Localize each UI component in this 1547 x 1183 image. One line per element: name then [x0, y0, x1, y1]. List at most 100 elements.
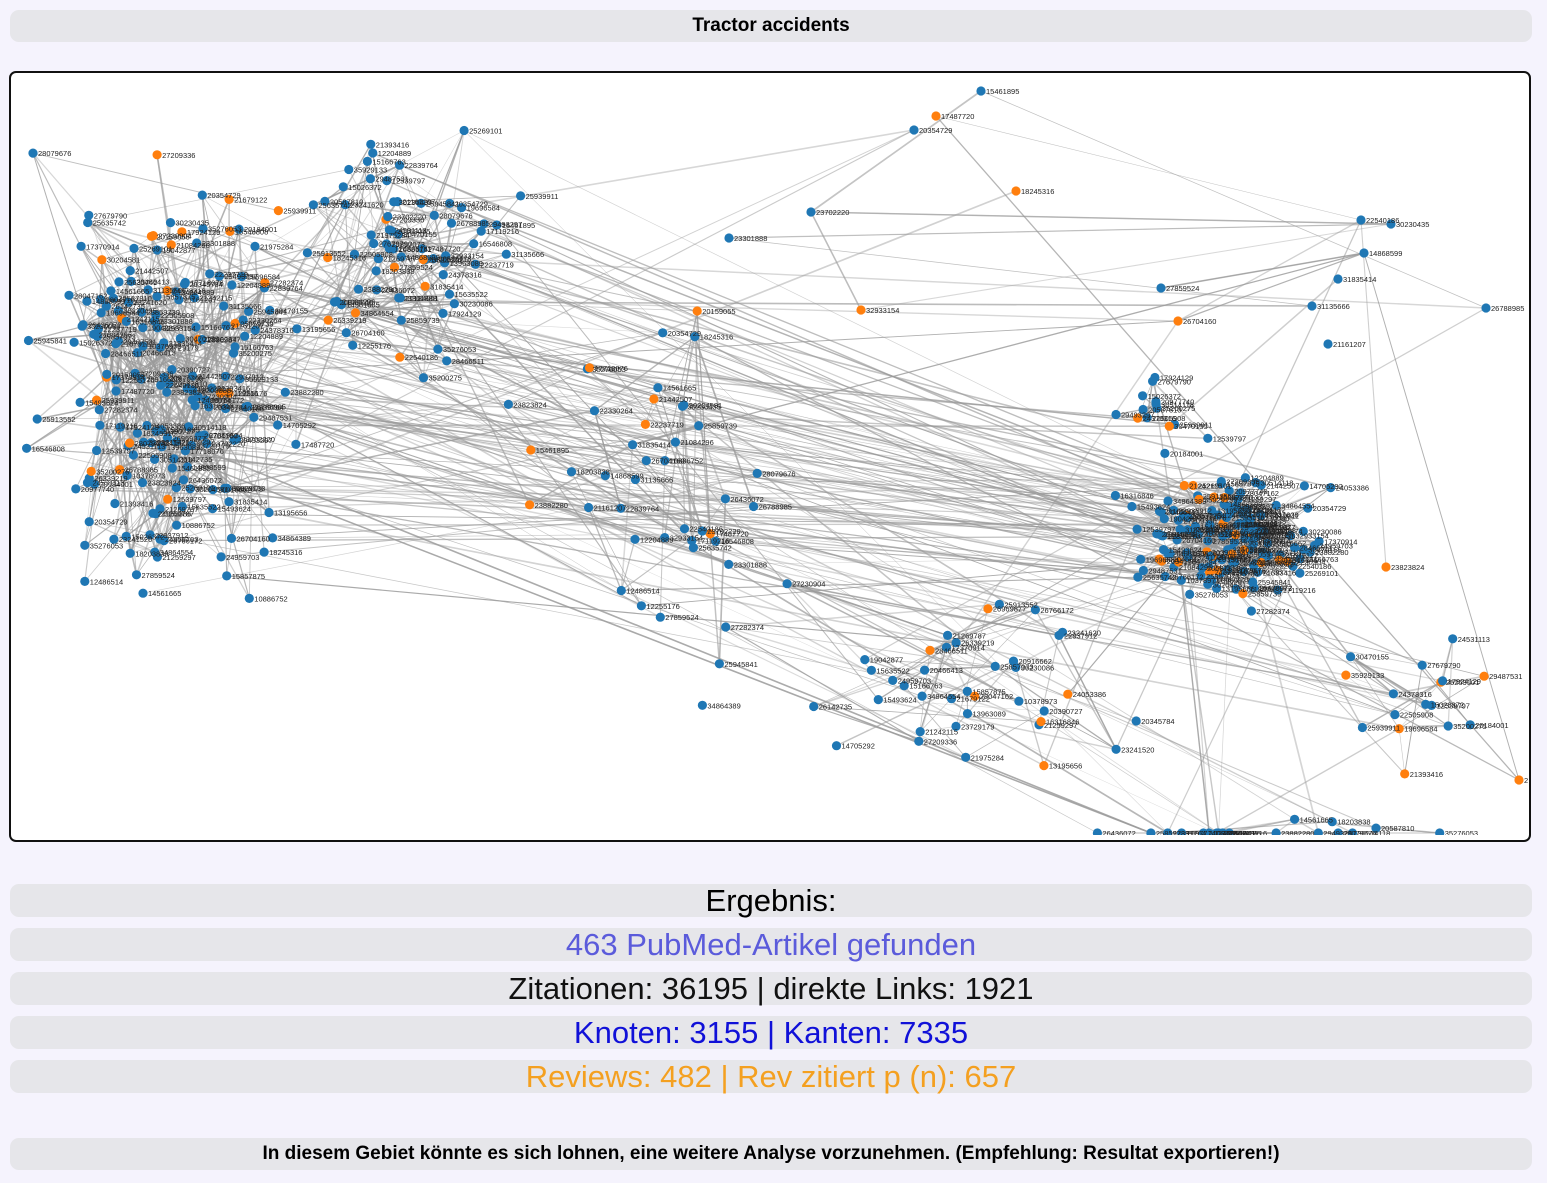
article-node[interactable]	[152, 323, 162, 333]
review-node[interactable]	[216, 388, 226, 398]
article-node[interactable]	[1435, 828, 1445, 835]
article-node[interactable]	[441, 251, 451, 261]
review-node[interactable]	[1173, 557, 1184, 567]
review-node[interactable]	[525, 500, 535, 510]
article-node[interactable]	[1111, 409, 1121, 420]
article-node[interactable]	[291, 439, 301, 449]
article-node[interactable]	[1271, 500, 1281, 510]
article-node[interactable]	[888, 675, 898, 686]
article-node[interactable]	[185, 484, 195, 494]
article-node[interactable]	[589, 406, 600, 416]
article-node[interactable]	[179, 475, 189, 485]
article-node[interactable]	[197, 334, 207, 345]
article-node[interactable]	[138, 588, 148, 598]
article-node[interactable]	[171, 436, 181, 447]
article-node[interactable]	[899, 681, 909, 691]
article-node[interactable]	[234, 224, 244, 234]
article-node[interactable]	[1217, 555, 1227, 565]
article-node[interactable]	[22, 443, 32, 453]
article-node[interactable]	[341, 328, 351, 338]
article-node[interactable]	[265, 305, 275, 315]
article-node[interactable]	[724, 233, 734, 243]
article-node[interactable]	[1177, 828, 1187, 835]
article-node[interactable]	[1357, 722, 1367, 733]
article-node[interactable]	[721, 622, 731, 632]
article-node[interactable]	[449, 299, 459, 309]
article-node[interactable]	[459, 125, 469, 136]
article-node[interactable]	[155, 534, 165, 544]
article-node[interactable]	[1146, 828, 1156, 835]
article-node[interactable]	[1197, 563, 1207, 573]
article-node[interactable]	[1305, 547, 1315, 557]
review-node[interactable]	[224, 388, 234, 398]
review-node[interactable]	[1173, 316, 1183, 326]
article-node[interactable]	[946, 694, 957, 704]
review-node[interactable]	[925, 645, 935, 655]
article-node[interactable]	[362, 156, 372, 166]
article-node[interactable]	[1465, 720, 1475, 730]
article-node[interactable]	[1290, 814, 1300, 824]
article-node[interactable]	[516, 191, 526, 201]
article-node[interactable]	[171, 287, 181, 297]
article-node[interactable]	[226, 533, 237, 543]
article-node[interactable]	[162, 433, 173, 443]
article-node[interactable]	[1356, 215, 1366, 225]
article-node[interactable]	[1388, 689, 1398, 699]
review-node[interactable]	[584, 363, 595, 373]
article-node[interactable]	[941, 642, 952, 652]
review-node[interactable]	[1231, 530, 1241, 540]
article-node[interactable]	[1390, 710, 1400, 720]
review-node[interactable]	[148, 231, 158, 241]
article-node[interactable]	[697, 526, 707, 536]
article-node[interactable]	[111, 339, 121, 349]
article-node[interactable]	[162, 387, 172, 397]
article-node[interactable]	[1229, 537, 1240, 547]
article-node[interactable]	[1236, 488, 1246, 498]
article-node[interactable]	[1313, 828, 1323, 835]
review-node[interactable]	[92, 395, 102, 405]
article-node[interactable]	[1160, 448, 1170, 458]
article-node[interactable]	[392, 197, 403, 207]
article-node[interactable]	[660, 456, 670, 466]
article-node[interactable]	[566, 467, 577, 477]
article-node[interactable]	[438, 308, 448, 318]
article-node[interactable]	[976, 86, 986, 96]
article-node[interactable]	[94, 405, 104, 415]
article-node[interactable]	[302, 248, 312, 258]
article-node[interactable]	[150, 547, 160, 557]
article-node[interactable]	[194, 431, 204, 441]
article-node[interactable]	[132, 428, 142, 438]
article-node[interactable]	[444, 289, 455, 299]
article-node[interactable]	[348, 340, 358, 350]
article-node[interactable]	[1127, 501, 1137, 512]
article-node[interactable]	[123, 297, 134, 307]
article-node[interactable]	[128, 450, 138, 460]
review-node[interactable]	[86, 466, 96, 476]
article-node[interactable]	[782, 579, 792, 589]
article-node[interactable]	[157, 442, 167, 452]
article-node[interactable]	[616, 503, 626, 513]
review-node[interactable]	[323, 252, 333, 263]
article-node[interactable]	[616, 585, 626, 596]
article-node[interactable]	[1239, 566, 1249, 577]
article-node[interactable]	[1326, 483, 1336, 493]
article-node[interactable]	[1333, 274, 1343, 284]
article-node[interactable]	[752, 468, 762, 478]
article-node[interactable]	[1207, 506, 1217, 516]
article-node[interactable]	[192, 238, 202, 248]
review-node[interactable]	[1209, 492, 1219, 502]
article-node[interactable]	[111, 375, 121, 385]
article-node[interactable]	[96, 308, 106, 318]
article-node[interactable]	[1131, 716, 1141, 726]
article-node[interactable]	[428, 254, 439, 264]
article-node[interactable]	[394, 293, 404, 303]
article-node[interactable]	[214, 271, 224, 281]
article-node[interactable]	[232, 434, 242, 444]
article-node[interactable]	[131, 570, 142, 580]
article-node[interactable]	[1030, 605, 1040, 615]
article-node[interactable]	[697, 700, 708, 710]
article-node[interactable]	[1216, 476, 1226, 487]
article-node[interactable]	[470, 259, 480, 269]
article-node[interactable]	[1347, 828, 1358, 835]
article-node[interactable]	[1111, 744, 1121, 754]
